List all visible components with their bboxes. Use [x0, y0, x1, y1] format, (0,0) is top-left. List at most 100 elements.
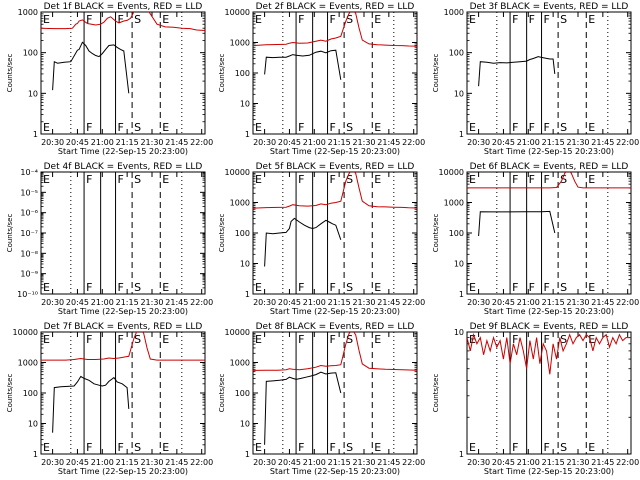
- x-axis-label: Start Time (22-Sep-15 20:23:00): [270, 467, 400, 476]
- event-marker-label: F: [298, 281, 304, 294]
- event-marker-label: E: [255, 121, 262, 134]
- x-tick-label: 21:00: [303, 138, 326, 147]
- event-marker-label: S: [346, 13, 353, 26]
- y-tick-label: 10: [28, 420, 38, 429]
- panel-det-5: Det 5f BLACK = Events, RED = LLD 1 10 100 10…: [218, 162, 425, 316]
- series-group: [253, 12, 417, 80]
- x-tick-label: 22:00: [190, 458, 213, 467]
- panel-title: Det 1f BLACK = Events, RED = LLD: [44, 2, 203, 12]
- x-tick-label: 21:15: [542, 138, 565, 147]
- event-marker-label: E: [374, 281, 381, 294]
- x-tick-label: 20:45: [492, 138, 515, 147]
- panel-det-9: Det 9f BLACK = Events, RED = LLD 1 10 20:30…: [432, 322, 639, 476]
- series-group: [253, 172, 417, 267]
- x-tick-label: 20:30: [41, 458, 64, 467]
- y-axis-label: Counts/sec: [218, 214, 226, 253]
- series-group: [467, 332, 631, 375]
- event-marker-label: S: [560, 13, 567, 26]
- panel-title: Det 8f BLACK = Events, RED = LLD: [256, 322, 415, 332]
- y-tick-label: 1000: [230, 199, 250, 208]
- panel-title: Det 4f BLACK = Events, RED = LLD: [44, 162, 203, 172]
- y-tick-label: 100: [235, 229, 250, 238]
- event-marker-label: E: [43, 173, 50, 186]
- event-marker-label: F: [298, 441, 304, 454]
- event-marker-label: E: [162, 333, 169, 346]
- event-marker-label: E: [588, 13, 595, 26]
- event-marker-label: F: [512, 121, 518, 134]
- y-axis-label: Counts/sec: [6, 374, 14, 413]
- x-tick-label: 20:30: [41, 138, 64, 147]
- event-marker-label: S: [560, 281, 567, 294]
- panel-det-6: Det 6f BLACK = Events, RED = LLD 1 10 100 10…: [432, 162, 639, 316]
- event-marker-label: F: [118, 333, 124, 346]
- y-tick-label: 10: [454, 260, 464, 269]
- event-marker-label: E: [374, 13, 381, 26]
- panel-det-2: Det 2f BLACK = Events, RED = LLD 1 10 100 10…: [218, 2, 425, 156]
- event-marker-label: F: [298, 13, 304, 26]
- event-marker-label: S: [560, 333, 567, 346]
- panel-det-8: Det 8f BLACK = Events, RED = LLD 1 10 100 10…: [218, 322, 425, 476]
- x-tick-label: 22:00: [616, 298, 639, 307]
- x-tick-label: 21:30: [140, 138, 163, 147]
- event-marker-label: E: [588, 441, 595, 454]
- x-tick-label: 21:15: [328, 138, 351, 147]
- x-tick-label: 20:30: [253, 298, 276, 307]
- event-marker-label: F: [330, 333, 336, 346]
- y-tick-label: 10⁻⁸: [20, 249, 38, 258]
- event-marker-label: E: [588, 173, 595, 186]
- y-tick-label: 10⁻⁴: [20, 168, 38, 177]
- x-axis-label: Start Time (22-Sep-15 20:23:00): [484, 467, 614, 476]
- event-marker-label: S: [560, 441, 567, 454]
- y-tick-label: 100: [449, 49, 464, 58]
- x-tick-label: 21:00: [303, 458, 326, 467]
- y-tick-label: 10000: [225, 328, 250, 337]
- x-tick-label: 21:15: [116, 298, 139, 307]
- event-marker-label: S: [134, 13, 141, 26]
- event-marker-label: F: [86, 333, 92, 346]
- x-axis-label: Start Time (22-Sep-15 20:23:00): [484, 147, 614, 156]
- event-marker-label: E: [162, 173, 169, 186]
- x-tick-label: 21:45: [591, 298, 614, 307]
- panel-title: Det 2f BLACK = Events, RED = LLD: [256, 2, 415, 12]
- event-marker-label: E: [255, 173, 262, 186]
- panel-title: Det 9f BLACK = Events, RED = LLD: [470, 322, 629, 332]
- event-marker-label: F: [544, 121, 550, 134]
- event-marker-label: S: [346, 173, 353, 186]
- y-tick-label: 100: [23, 389, 38, 398]
- x-tick-label: 21:15: [542, 298, 565, 307]
- plot-frame: [466, 11, 632, 135]
- y-tick-label: 100: [449, 229, 464, 238]
- event-marker-label: F: [529, 173, 535, 186]
- event-marker-label: F: [544, 173, 550, 186]
- event-marker-label: F: [118, 441, 124, 454]
- x-tick-label: 21:00: [91, 458, 114, 467]
- series-lld-line: [41, 332, 205, 361]
- event-marker-label: E: [469, 13, 476, 26]
- y-tick-label: 1000: [230, 359, 250, 368]
- event-marker-label: F: [118, 13, 124, 26]
- y-tick-label: 1: [245, 290, 250, 299]
- x-axis-label: Start Time (22-Sep-15 20:23:00): [58, 307, 188, 316]
- x-tick-label: 22:00: [190, 138, 213, 147]
- x-tick-label: 21:45: [377, 458, 400, 467]
- y-tick-label: 1: [459, 290, 464, 299]
- event-marker-label: E: [43, 121, 50, 134]
- y-tick-label: 10: [454, 328, 464, 337]
- y-tick-label: 10000: [225, 168, 250, 177]
- event-marker-label: E: [162, 441, 169, 454]
- event-marker-label: F: [86, 173, 92, 186]
- event-marker-label: E: [162, 121, 169, 134]
- series-lld-line: [467, 332, 631, 375]
- x-tick-label: 20:30: [253, 138, 276, 147]
- x-tick-label: 20:45: [492, 458, 515, 467]
- x-tick-label: 22:00: [190, 298, 213, 307]
- event-marker-label: S: [134, 281, 141, 294]
- y-tick-label: 10⁻⁶: [20, 209, 38, 218]
- event-marker-label: S: [346, 333, 353, 346]
- event-marker-label: S: [346, 281, 353, 294]
- panel-title: Det 7f BLACK = Events, RED = LLD: [44, 322, 203, 332]
- y-tick-label: 1: [459, 450, 464, 459]
- event-marker-label: E: [43, 333, 50, 346]
- y-axis-label: Counts/sec: [432, 54, 440, 93]
